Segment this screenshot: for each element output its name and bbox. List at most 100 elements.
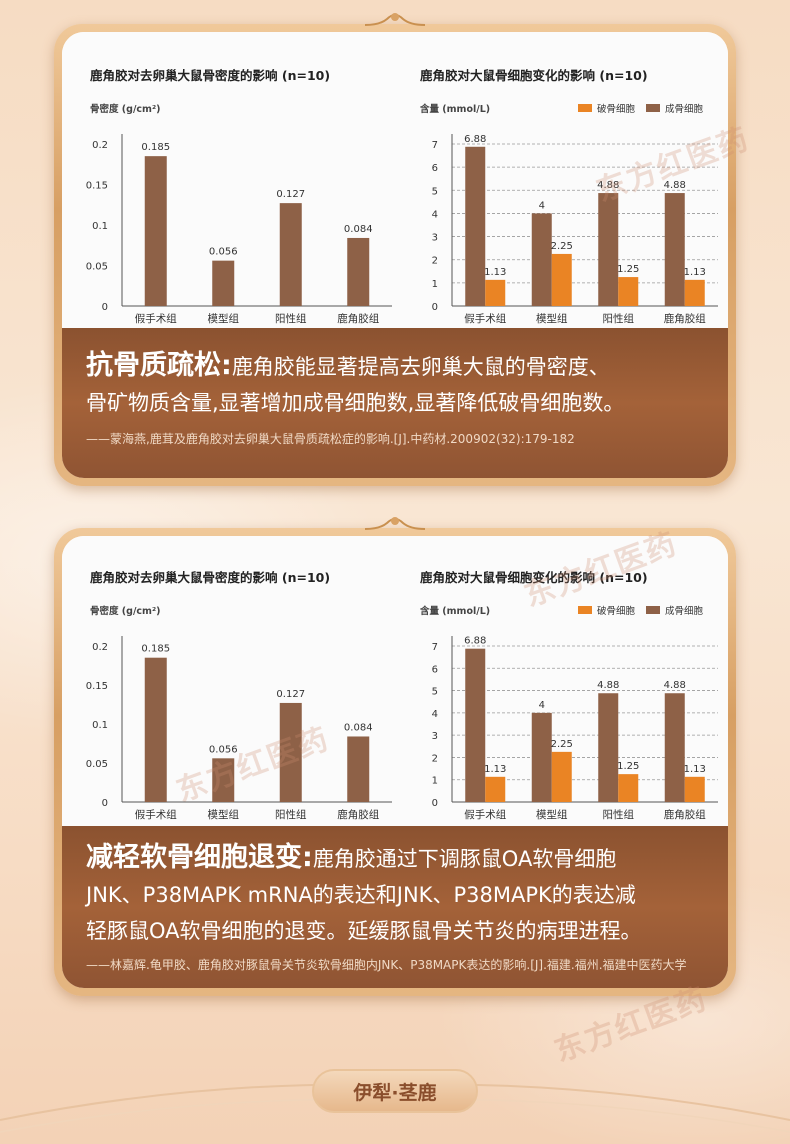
data-label: 4 — [539, 700, 545, 711]
panel-osteoporosis: 鹿角胶对去卵巢大鼠骨密度的影响 (n=10) 骨密度 (g/cm²) 0 0.05 0.… — [54, 13, 736, 486]
x-tick-label: 模型组 — [208, 312, 240, 325]
ornament-icon — [365, 13, 425, 26]
y-tick-label: 0 — [432, 302, 438, 313]
data-label: 6.88 — [464, 636, 486, 647]
reference-citation: ——蒙海燕,鹿茸及鹿角胶对去卵巢大鼠骨质疏松症的影响.[J].中药材.20090… — [86, 432, 575, 446]
y-tick-label: 0.1 — [92, 221, 108, 232]
reference-citation: ——林嘉辉.龟甲胶、鹿角胶对豚鼠骨关节炎软骨细胞内JNK、P38MAPK表达的影… — [86, 958, 687, 972]
legend-swatch — [578, 606, 592, 614]
bar — [212, 758, 235, 802]
chart-title: 鹿角胶对大鼠骨细胞变化的影响 (n=10) — [420, 68, 648, 83]
chart-title: 鹿角胶对去卵巢大鼠骨密度的影响 (n=10) — [90, 570, 330, 585]
x-tick-label: 阳性组 — [603, 312, 635, 325]
data-label: 0.056 — [209, 247, 238, 258]
data-label: 2.25 — [551, 739, 573, 750]
legend-swatch — [578, 104, 592, 112]
x-tick-label: 模型组 — [536, 808, 568, 821]
legend-label: 破骨细胞 — [597, 605, 636, 617]
data-label: 4 — [539, 200, 545, 211]
y-tick-label: 0 — [102, 798, 108, 809]
data-label: 0.084 — [344, 722, 373, 733]
charts-area: 鹿角胶对去卵巢大鼠骨密度的影响 (n=10) 骨密度 (g/cm²) 0 0.05 0.… — [62, 536, 728, 826]
data-label: 2.25 — [551, 241, 573, 252]
y-tick-label: 6 — [432, 664, 438, 675]
x-tick-label: 假手术组 — [135, 312, 177, 325]
y-tick-label: 2 — [432, 256, 438, 267]
bar — [347, 237, 370, 306]
data-label: 4.88 — [597, 180, 619, 191]
y-tick-label: 0.05 — [86, 759, 108, 770]
brand-name: 伊犁·茎鹿 — [353, 1081, 437, 1104]
description-block: 减轻软骨细胞退变:鹿角胶通过下调豚鼠OA软骨细胞 JNK、P38MAPK mRN… — [62, 826, 728, 988]
x-tick-label: 阳性组 — [275, 312, 307, 325]
y-tick-label: 6 — [432, 163, 438, 174]
y-tick-label: 0.1 — [92, 720, 108, 731]
bar — [664, 193, 685, 306]
y-tick-label: 0 — [102, 302, 108, 313]
data-label: 1.25 — [617, 264, 639, 275]
data-label: 0.084 — [344, 224, 373, 235]
y-tick-label: 0.2 — [92, 140, 108, 151]
x-tick-label: 鹿角胶组 — [664, 808, 706, 821]
x-tick-label: 鹿角胶组 — [337, 312, 379, 325]
y-tick-label: 0.2 — [92, 642, 108, 653]
ornament-icon — [365, 517, 425, 530]
y-tick-label: 4 — [432, 209, 438, 220]
y-tick-label: 0.05 — [86, 262, 108, 273]
legend-label: 成骨细胞 — [665, 103, 704, 115]
bar — [144, 657, 167, 802]
body-line: JNK、P38MAPK mRNA的表达和JNK、P38MAPK的表达减 — [86, 883, 636, 907]
y-tick-label: 3 — [432, 233, 438, 244]
y-tick-label: 5 — [432, 186, 438, 197]
data-label: 0.185 — [141, 142, 170, 153]
legend-label: 成骨细胞 — [665, 605, 704, 617]
chart-title: 鹿角胶对去卵巢大鼠骨密度的影响 (n=10) — [90, 68, 330, 83]
data-label: 1.13 — [684, 267, 706, 278]
body-line: 轻豚鼠OA软骨细胞的退变。延缓豚鼠骨关节炎的病理进程。 — [86, 919, 642, 943]
x-tick-label: 阳性组 — [603, 808, 635, 821]
x-tick-label: 阳性组 — [275, 808, 307, 821]
bar — [618, 277, 639, 306]
bone-density-chart: 鹿角胶对去卵巢大鼠骨密度的影响 (n=10) 骨密度 (g/cm²) 0 0.05 0.… — [86, 570, 392, 821]
bone-cell-chart: 鹿角胶对大鼠骨细胞变化的影响 (n=10) 含量 (mmol/L) 0 1 2 3 4 5 6 7… — [419, 68, 718, 325]
bar — [664, 693, 685, 802]
x-tick-label: 假手术组 — [135, 808, 177, 821]
bar — [531, 213, 552, 306]
section-heading: 抗骨质疏松: — [86, 350, 232, 381]
data-label: 4.88 — [664, 680, 686, 691]
y-tick-label: 1 — [432, 776, 438, 787]
data-label: 1.25 — [617, 761, 639, 772]
data-label: 0.127 — [276, 689, 305, 700]
panel-cartilage: 鹿角胶对去卵巢大鼠骨密度的影响 (n=10) 骨密度 (g/cm²) 0 0.05 0.… — [54, 517, 736, 996]
y-tick-label: 7 — [432, 140, 438, 151]
y-tick-label: 0.15 — [86, 681, 108, 692]
data-label: 0.127 — [276, 189, 305, 200]
body-line: 鹿角胶通过下调豚鼠OA软骨细胞 — [312, 847, 617, 871]
x-tick-label: 模型组 — [208, 808, 240, 821]
body-line: 鹿角胶能显著提高去卵巢大鼠的骨密度、 — [231, 355, 610, 379]
body-line: 骨矿物质含量,显著增加成骨细胞数,显著降低破骨细胞数。 — [86, 391, 625, 415]
data-label: 1.13 — [484, 267, 506, 278]
legend-swatch — [646, 606, 660, 614]
y-tick-label: 0 — [432, 798, 438, 809]
x-tick-label: 假手术组 — [464, 312, 506, 325]
bar — [684, 279, 705, 306]
x-tick-label: 模型组 — [536, 312, 568, 325]
bar — [279, 702, 302, 802]
brand-badge: 伊犁·茎鹿 — [312, 1069, 478, 1113]
data-label: 0.185 — [141, 644, 170, 655]
bar — [531, 712, 552, 802]
bar — [465, 146, 486, 306]
y-tick-label: 7 — [432, 642, 438, 653]
y-tick-label: 5 — [432, 687, 438, 698]
charts-area: 鹿角胶对去卵巢大鼠骨密度的影响 (n=10) 骨密度 (g/cm²) 0 0.05 0.… — [62, 32, 728, 328]
y-tick-label: 1 — [432, 279, 438, 290]
bar — [598, 693, 619, 802]
bar — [212, 260, 235, 306]
x-tick-label: 假手术组 — [464, 808, 506, 821]
y-tick-label: 2 — [432, 753, 438, 764]
x-tick-label: 鹿角胶组 — [664, 312, 706, 325]
y-tick-label: 4 — [432, 709, 438, 720]
legend-label: 破骨细胞 — [597, 103, 636, 115]
section-heading: 减轻软骨细胞退变: — [86, 842, 313, 873]
